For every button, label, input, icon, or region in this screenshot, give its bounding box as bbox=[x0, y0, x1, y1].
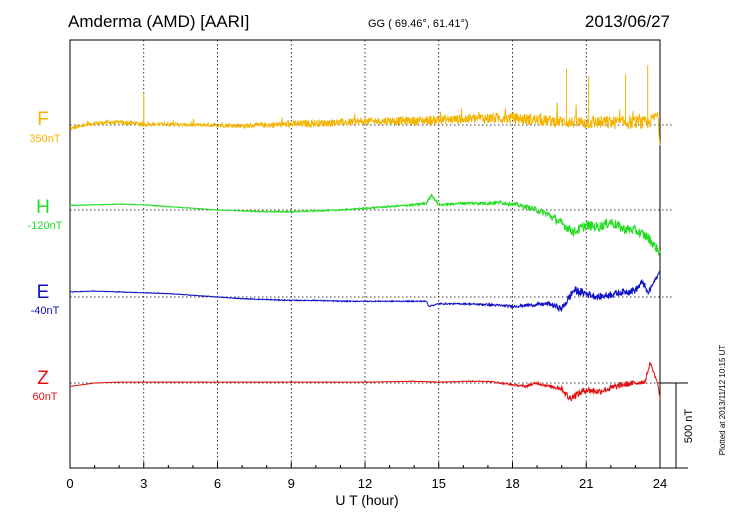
series-baseline-H: -120nT bbox=[28, 220, 63, 232]
x-tick-label-3: 3 bbox=[140, 476, 147, 491]
scale-bar: 500 nT bbox=[660, 382, 695, 469]
series-label-E: E bbox=[37, 282, 50, 303]
series-baseline-Z: 60nT bbox=[32, 391, 57, 403]
series-line-F bbox=[69, 102, 661, 146]
series-baseline-E: -40nT bbox=[31, 305, 60, 317]
series-labels: F 350nT H -120nT E -40nT Z 60nT bbox=[28, 109, 63, 403]
x-tick-label-15: 15 bbox=[432, 476, 446, 491]
baselines bbox=[70, 124, 672, 384]
station-coordinates: GG ( 69.46°, 61.41°) bbox=[368, 18, 469, 30]
series-lines bbox=[69, 65, 661, 402]
series-label-Z: Z bbox=[37, 368, 49, 389]
series-label-H: H bbox=[36, 197, 50, 218]
x-tick-label-24: 24 bbox=[653, 476, 667, 491]
x-tick-label-12: 12 bbox=[358, 476, 372, 491]
station-title: Amderma (AMD) [AARI] bbox=[68, 12, 249, 31]
x-tick-label-21: 21 bbox=[579, 476, 593, 491]
series-line-H bbox=[69, 193, 661, 257]
chart-date: 2013/06/27 bbox=[585, 12, 670, 31]
x-axis-label: U T (hour) bbox=[335, 492, 398, 508]
plotted-at-note: Plotted at 2013/11/12 10:15 UT bbox=[718, 345, 727, 456]
series-line-E bbox=[69, 270, 661, 313]
grid-layer bbox=[143, 40, 587, 468]
series-label-F: F bbox=[37, 109, 49, 130]
series-baseline-F: 350nT bbox=[29, 133, 60, 145]
x-tick-label-6: 6 bbox=[214, 476, 221, 491]
series-line-Z bbox=[69, 362, 661, 402]
x-axis-ticks: 0 3 6 9 12 15 18 21 24 bbox=[66, 462, 667, 491]
scale-bar-label: 500 nT bbox=[683, 409, 695, 444]
x-tick-label-0: 0 bbox=[66, 476, 73, 491]
x-tick-label-18: 18 bbox=[505, 476, 519, 491]
x-tick-label-9: 9 bbox=[288, 476, 295, 491]
